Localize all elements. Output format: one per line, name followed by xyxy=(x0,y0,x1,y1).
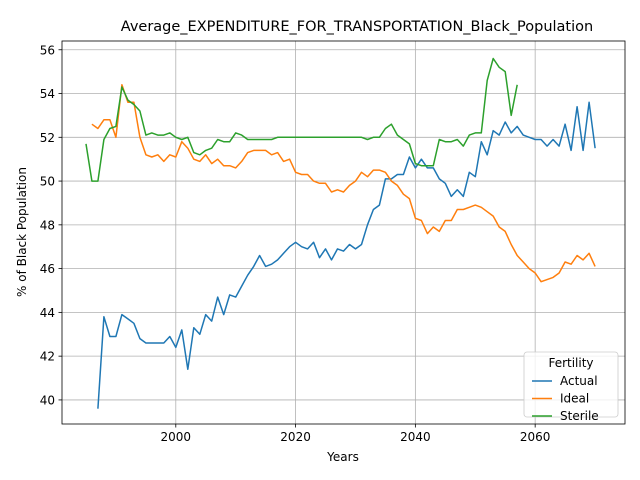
plot-frame xyxy=(61,40,626,425)
y-axis-ticks: 40 42 44 46 48 50 52 54 56 xyxy=(40,43,62,407)
x-axis-label: Years xyxy=(326,450,359,464)
legend-title: Fertility xyxy=(548,356,593,370)
series-lines xyxy=(85,57,596,409)
chart-title: Average_EXPENDITURE_FOR_TRANSPORTATION_B… xyxy=(121,19,593,35)
x-axis-ticks: 2000 2020 2040 2060 xyxy=(161,424,551,444)
y-tick-label: 44 xyxy=(40,306,55,320)
series-line-ideal xyxy=(91,84,596,283)
y-tick-label: 40 xyxy=(40,393,55,407)
legend: Fertility Actual Ideal Sterile xyxy=(523,351,619,423)
x-tick-label: 2000 xyxy=(161,430,192,444)
y-tick-label: 52 xyxy=(40,131,55,145)
y-tick-label: 46 xyxy=(40,262,55,276)
series-line-actual xyxy=(97,101,596,409)
x-tick-label: 2060 xyxy=(520,430,551,444)
x-tick-label: 2020 xyxy=(280,430,311,444)
x-tick-label: 2040 xyxy=(400,430,431,444)
legend-label-sterile: Sterile xyxy=(560,409,599,423)
legend-label-ideal: Ideal xyxy=(560,392,589,406)
series-line-sterile xyxy=(85,57,518,182)
legend-label-actual: Actual xyxy=(560,374,598,388)
legend-box xyxy=(523,351,619,418)
y-axis-label: % of Black Population xyxy=(15,167,29,297)
y-tick-label: 54 xyxy=(40,87,55,101)
y-tick-label: 56 xyxy=(40,43,55,57)
grid xyxy=(62,41,625,424)
y-tick-label: 42 xyxy=(40,350,55,364)
y-tick-label: 50 xyxy=(40,175,55,189)
y-tick-label: 48 xyxy=(40,218,55,232)
